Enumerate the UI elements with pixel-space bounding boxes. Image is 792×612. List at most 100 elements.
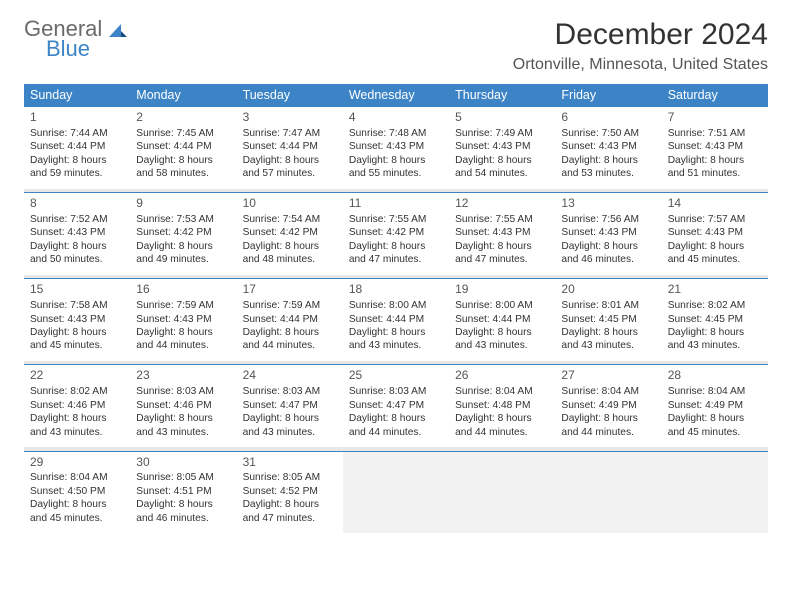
- daylight-line: Daylight: 8 hours and 43 minutes.: [561, 326, 655, 353]
- sunset-line: Sunset: 4:46 PM: [30, 399, 124, 412]
- daylight-line: Daylight: 8 hours and 58 minutes.: [136, 154, 230, 181]
- day-number: 13: [561, 196, 655, 212]
- day-cell: 30Sunrise: 8:05 AMSunset: 4:51 PMDayligh…: [130, 451, 236, 533]
- empty-cell: [343, 451, 449, 533]
- daylight-line: Daylight: 8 hours and 44 minutes.: [455, 412, 549, 439]
- day-number: 22: [30, 368, 124, 384]
- day-number: 20: [561, 282, 655, 298]
- day-number: 25: [349, 368, 443, 384]
- sunset-line: Sunset: 4:44 PM: [243, 313, 337, 326]
- sunset-line: Sunset: 4:46 PM: [136, 399, 230, 412]
- sunrise-line: Sunrise: 7:45 AM: [136, 127, 230, 140]
- sunrise-line: Sunrise: 7:53 AM: [136, 213, 230, 226]
- sunset-line: Sunset: 4:45 PM: [668, 313, 762, 326]
- day-number: 21: [668, 282, 762, 298]
- day-cell: 22Sunrise: 8:02 AMSunset: 4:46 PMDayligh…: [24, 365, 130, 447]
- daylight-line: Daylight: 8 hours and 55 minutes.: [349, 154, 443, 181]
- day-number: 7: [668, 110, 762, 126]
- day-cell: 5Sunrise: 7:49 AMSunset: 4:43 PMDaylight…: [449, 107, 555, 189]
- day-header-cell: Monday: [130, 84, 236, 107]
- sunset-line: Sunset: 4:48 PM: [455, 399, 549, 412]
- daylight-line: Daylight: 8 hours and 47 minutes.: [349, 240, 443, 267]
- day-number: 2: [136, 110, 230, 126]
- sunrise-line: Sunrise: 7:44 AM: [30, 127, 124, 140]
- day-number: 14: [668, 196, 762, 212]
- sunrise-line: Sunrise: 7:59 AM: [136, 299, 230, 312]
- sunrise-line: Sunrise: 7:58 AM: [30, 299, 124, 312]
- location: Ortonville, Minnesota, United States: [513, 56, 768, 74]
- daylight-line: Daylight: 8 hours and 45 minutes.: [668, 412, 762, 439]
- day-cell: 11Sunrise: 7:55 AMSunset: 4:42 PMDayligh…: [343, 193, 449, 275]
- sunset-line: Sunset: 4:44 PM: [243, 140, 337, 153]
- daylight-line: Daylight: 8 hours and 46 minutes.: [561, 240, 655, 267]
- day-cell: 25Sunrise: 8:03 AMSunset: 4:47 PMDayligh…: [343, 365, 449, 447]
- sunrise-line: Sunrise: 8:04 AM: [455, 385, 549, 398]
- week-row: 8Sunrise: 7:52 AMSunset: 4:43 PMDaylight…: [24, 193, 768, 275]
- sunset-line: Sunset: 4:43 PM: [349, 140, 443, 153]
- logo: General Blue: [24, 18, 128, 60]
- day-cell: 2Sunrise: 7:45 AMSunset: 4:44 PMDaylight…: [130, 107, 236, 189]
- empty-cell: [555, 451, 661, 533]
- day-cell: 29Sunrise: 8:04 AMSunset: 4:50 PMDayligh…: [24, 451, 130, 533]
- day-number: 18: [349, 282, 443, 298]
- sunset-line: Sunset: 4:44 PM: [455, 313, 549, 326]
- day-number: 17: [243, 282, 337, 298]
- sunrise-line: Sunrise: 8:00 AM: [455, 299, 549, 312]
- day-number: 28: [668, 368, 762, 384]
- daylight-line: Daylight: 8 hours and 43 minutes.: [136, 412, 230, 439]
- sunset-line: Sunset: 4:44 PM: [349, 313, 443, 326]
- sunrise-line: Sunrise: 8:05 AM: [136, 471, 230, 484]
- daylight-line: Daylight: 8 hours and 59 minutes.: [30, 154, 124, 181]
- day-cell: 26Sunrise: 8:04 AMSunset: 4:48 PMDayligh…: [449, 365, 555, 447]
- day-number: 5: [455, 110, 549, 126]
- sunset-line: Sunset: 4:47 PM: [243, 399, 337, 412]
- sunset-line: Sunset: 4:42 PM: [243, 226, 337, 239]
- daylight-line: Daylight: 8 hours and 54 minutes.: [455, 154, 549, 181]
- day-cell: 9Sunrise: 7:53 AMSunset: 4:42 PMDaylight…: [130, 193, 236, 275]
- day-number: 12: [455, 196, 549, 212]
- sunset-line: Sunset: 4:43 PM: [561, 140, 655, 153]
- day-cell: 12Sunrise: 7:55 AMSunset: 4:43 PMDayligh…: [449, 193, 555, 275]
- sunrise-line: Sunrise: 7:59 AM: [243, 299, 337, 312]
- day-number: 3: [243, 110, 337, 126]
- calendar-table: SundayMondayTuesdayWednesdayThursdayFrid…: [24, 84, 768, 533]
- sunrise-line: Sunrise: 8:02 AM: [668, 299, 762, 312]
- day-number: 29: [30, 455, 124, 471]
- day-header-cell: Wednesday: [343, 84, 449, 107]
- day-header-cell: Sunday: [24, 84, 130, 107]
- daylight-line: Daylight: 8 hours and 43 minutes.: [349, 326, 443, 353]
- day-number: 26: [455, 368, 549, 384]
- day-header-cell: Tuesday: [237, 84, 343, 107]
- sunset-line: Sunset: 4:43 PM: [561, 226, 655, 239]
- day-cell: 19Sunrise: 8:00 AMSunset: 4:44 PMDayligh…: [449, 279, 555, 361]
- day-number: 16: [136, 282, 230, 298]
- logo-line2: Blue: [46, 38, 102, 60]
- sunrise-line: Sunrise: 8:03 AM: [349, 385, 443, 398]
- sunset-line: Sunset: 4:43 PM: [668, 226, 762, 239]
- day-number: 24: [243, 368, 337, 384]
- day-cell: 10Sunrise: 7:54 AMSunset: 4:42 PMDayligh…: [237, 193, 343, 275]
- daylight-line: Daylight: 8 hours and 44 minutes.: [243, 326, 337, 353]
- day-cell: 20Sunrise: 8:01 AMSunset: 4:45 PMDayligh…: [555, 279, 661, 361]
- daylight-line: Daylight: 8 hours and 45 minutes.: [30, 498, 124, 525]
- day-number: 31: [243, 455, 337, 471]
- sunset-line: Sunset: 4:45 PM: [561, 313, 655, 326]
- day-number: 30: [136, 455, 230, 471]
- sunrise-line: Sunrise: 7:47 AM: [243, 127, 337, 140]
- day-cell: 15Sunrise: 7:58 AMSunset: 4:43 PMDayligh…: [24, 279, 130, 361]
- day-cell: 24Sunrise: 8:03 AMSunset: 4:47 PMDayligh…: [237, 365, 343, 447]
- sunrise-line: Sunrise: 8:05 AM: [243, 471, 337, 484]
- sunrise-line: Sunrise: 7:55 AM: [349, 213, 443, 226]
- daylight-line: Daylight: 8 hours and 46 minutes.: [136, 498, 230, 525]
- sunset-line: Sunset: 4:43 PM: [30, 226, 124, 239]
- sunset-line: Sunset: 4:42 PM: [136, 226, 230, 239]
- sunset-line: Sunset: 4:49 PM: [561, 399, 655, 412]
- day-cell: 6Sunrise: 7:50 AMSunset: 4:43 PMDaylight…: [555, 107, 661, 189]
- day-cell: 31Sunrise: 8:05 AMSunset: 4:52 PMDayligh…: [237, 451, 343, 533]
- daylight-line: Daylight: 8 hours and 45 minutes.: [668, 240, 762, 267]
- title-block: December 2024 Ortonville, Minnesota, Uni…: [513, 18, 768, 74]
- daylight-line: Daylight: 8 hours and 53 minutes.: [561, 154, 655, 181]
- header: General Blue December 2024 Ortonville, M…: [24, 18, 768, 74]
- sunrise-line: Sunrise: 8:02 AM: [30, 385, 124, 398]
- sunrise-line: Sunrise: 7:48 AM: [349, 127, 443, 140]
